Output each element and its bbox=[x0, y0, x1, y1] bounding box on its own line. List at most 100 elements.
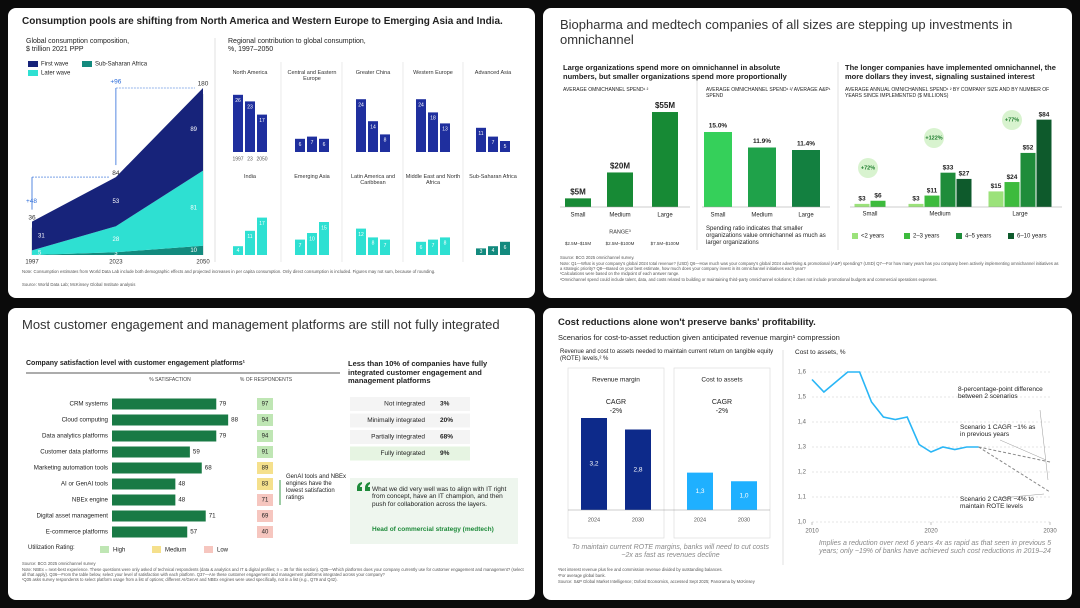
row-value: 20% bbox=[440, 417, 453, 424]
footnotes: ¹Net interest revenue plus fee and commi… bbox=[558, 567, 1058, 585]
chart-title: Global consumption composition, bbox=[26, 38, 130, 45]
legend-swatch bbox=[28, 70, 38, 76]
x-tick-label: Small bbox=[862, 212, 877, 218]
value-label: $33 bbox=[943, 164, 954, 171]
row-label: Minimally integrated bbox=[367, 417, 425, 424]
panel-label: Middle East and North Africa bbox=[405, 174, 461, 187]
footnote: ¹Q35 asks survey respondents to select p… bbox=[22, 577, 338, 583]
line bbox=[811, 371, 979, 453]
value-label: 24 bbox=[358, 103, 364, 109]
value-label: 6 bbox=[504, 245, 507, 251]
legend-title: Utilization Rating: bbox=[28, 545, 75, 551]
value-label: 18 bbox=[430, 116, 436, 122]
bar bbox=[233, 246, 243, 255]
value-label: 68 bbox=[205, 465, 212, 472]
value-label: 7 bbox=[299, 243, 302, 249]
value-label: 11 bbox=[478, 131, 483, 137]
row-label: Fully integrated bbox=[381, 450, 426, 457]
value-label: 3 bbox=[114, 251, 118, 257]
rating-cell bbox=[257, 446, 273, 458]
footnote: Note: Q1—What is your company's global 2… bbox=[560, 260, 1059, 271]
legend-label: <2 years bbox=[861, 234, 884, 240]
x-tick-label: 2024 bbox=[588, 517, 600, 523]
y-tick-label: 1,2 bbox=[798, 470, 807, 476]
footnote: Note: NBEx = next-best experience. These… bbox=[22, 566, 524, 577]
value-label: 24 bbox=[418, 103, 424, 109]
badge-label: +122% bbox=[925, 135, 942, 141]
chart-subtitle: %, 1997–2050 bbox=[228, 46, 274, 54]
value-label: 10 bbox=[309, 236, 315, 242]
bar bbox=[1036, 119, 1052, 207]
x-tick-label: 2050 bbox=[196, 260, 210, 266]
y-tick-label: 1,1 bbox=[798, 495, 807, 501]
value-label: 31 bbox=[38, 234, 45, 240]
value-label: 13 bbox=[442, 127, 448, 133]
table-row bbox=[350, 397, 470, 411]
panel-label: Latin America and Caribbean bbox=[350, 174, 396, 187]
bar bbox=[440, 237, 450, 255]
legend-swatch bbox=[204, 546, 213, 553]
legend-swatch bbox=[82, 61, 92, 67]
respondents-label: 40 bbox=[262, 530, 269, 536]
chart-heading: Regional contribution to global consumpt… bbox=[228, 38, 368, 54]
x-tick-label: Large bbox=[657, 213, 673, 219]
bar bbox=[356, 228, 366, 255]
bar bbox=[112, 526, 188, 538]
value-label: 15.0% bbox=[709, 123, 728, 130]
bar bbox=[368, 237, 378, 255]
row-label: Digital asset management bbox=[36, 513, 108, 520]
x-tick-label: 2020 bbox=[924, 529, 938, 535]
scenario-line bbox=[978, 446, 1051, 463]
row-label: CRM systems bbox=[70, 401, 109, 408]
row-label: Customer data platforms bbox=[40, 449, 108, 456]
y-tick-label: 1,6 bbox=[798, 370, 807, 376]
bar bbox=[368, 121, 378, 152]
value-label: 8 bbox=[372, 241, 375, 247]
value-label: $24 bbox=[1007, 174, 1018, 181]
source: Source: World Data Lab; McKinsey Global … bbox=[22, 282, 136, 287]
chart-title: Cost to assets, % bbox=[795, 349, 846, 356]
footnote: Source: BCG 2025 omnichannel survey bbox=[22, 561, 96, 566]
bar bbox=[295, 239, 305, 255]
footnotes: Source: BCG 2025 omnichannel survey Note:… bbox=[22, 561, 527, 584]
footnote: Note: Consumption estimates from World D… bbox=[22, 269, 436, 274]
chart-title: Regional contribution to global consumpt… bbox=[228, 38, 366, 45]
bar bbox=[356, 99, 366, 152]
bar bbox=[245, 230, 255, 255]
legend-label: High bbox=[113, 548, 125, 554]
rule bbox=[999, 439, 1047, 461]
y-tick-label: 1,3 bbox=[798, 445, 807, 451]
bar bbox=[870, 200, 886, 207]
respondents-label: 89 bbox=[262, 466, 269, 472]
chart-subtitle: AVERAGE OMNICHANNEL SPEND¹ ²/ AVERAGE A&… bbox=[706, 87, 831, 99]
bar bbox=[112, 494, 176, 506]
bar bbox=[792, 150, 820, 207]
value-label: $52 bbox=[1023, 145, 1034, 152]
value-label: 17 bbox=[259, 221, 265, 227]
bar bbox=[319, 138, 329, 152]
chart-note: Implies a reduction over next 6 years 4x… bbox=[818, 540, 1052, 556]
row-value: 68% bbox=[440, 434, 453, 441]
panel-label: North America bbox=[232, 70, 268, 76]
bar bbox=[440, 123, 450, 152]
bar bbox=[565, 198, 591, 207]
bar bbox=[581, 418, 607, 510]
rating-cell bbox=[257, 510, 273, 522]
row-value: 9% bbox=[440, 450, 450, 457]
bar bbox=[112, 430, 217, 442]
value-label: $84 bbox=[1039, 111, 1050, 118]
bar bbox=[924, 195, 940, 207]
badge bbox=[1002, 110, 1022, 130]
bar bbox=[748, 147, 776, 207]
row-value: 3% bbox=[440, 401, 450, 408]
area bbox=[32, 88, 203, 251]
value-label: 6 bbox=[420, 245, 423, 251]
legend-swatch bbox=[852, 233, 858, 239]
panel-label: Western Europe bbox=[413, 70, 453, 76]
value-label: $20M bbox=[610, 162, 630, 171]
panel-label: Sub-Saharan Africa bbox=[469, 174, 517, 180]
value-label: 2,8 bbox=[633, 466, 642, 473]
value-label: 7 bbox=[492, 140, 495, 146]
area bbox=[32, 170, 203, 255]
